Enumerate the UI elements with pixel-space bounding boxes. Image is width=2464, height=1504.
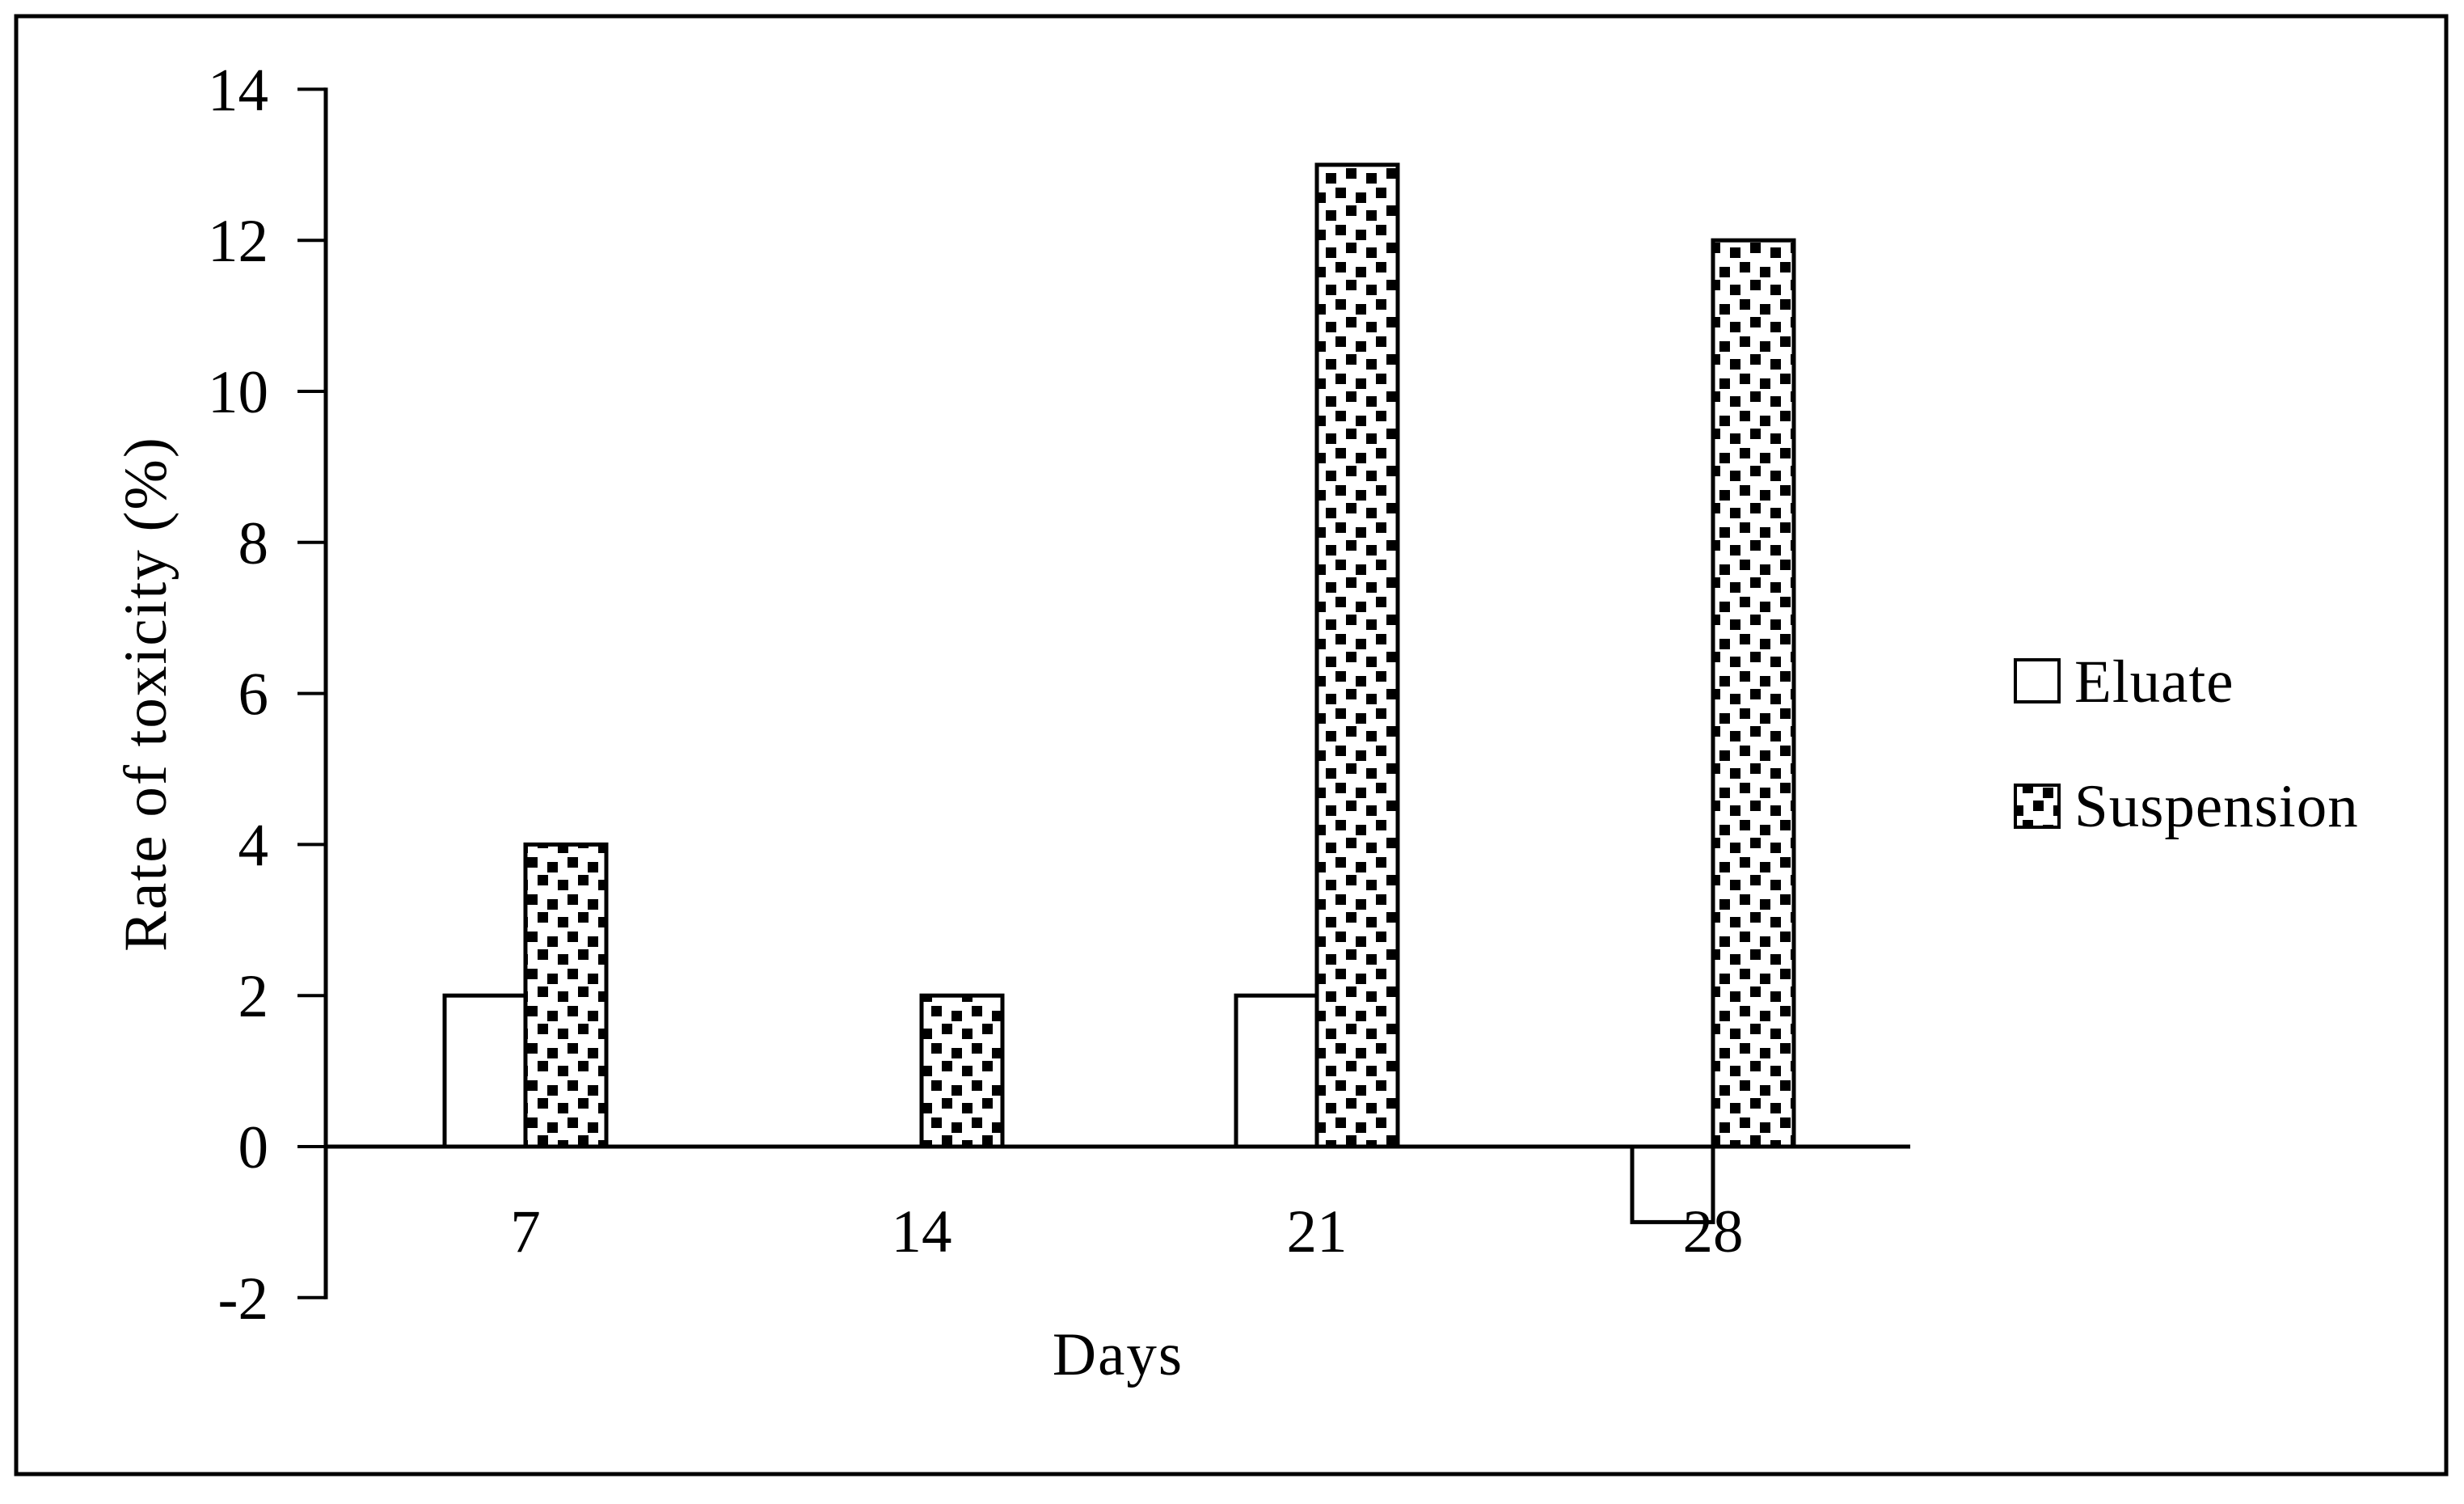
bar-eluate-day-28 xyxy=(1630,1144,1715,1224)
legend-swatch-eluate xyxy=(2014,658,2061,703)
legend-label-suspension: Suspension xyxy=(2074,773,2359,840)
bar-eluate-day-7 xyxy=(442,993,528,1149)
legend-label-eluate: Eluate xyxy=(2074,648,2234,716)
y-tick-label--2: -2 xyxy=(218,1265,268,1333)
x-tick-label-28: 28 xyxy=(1683,1198,1744,1265)
bar-suspension-day-14 xyxy=(919,993,1005,1149)
bars-group xyxy=(442,163,1796,1224)
y-tick-label-14: 14 xyxy=(208,57,268,124)
legend: Eluate Suspension xyxy=(2014,648,2359,840)
y-tick-label-0: 0 xyxy=(238,1114,269,1181)
bar-suspension-day-21 xyxy=(1314,163,1400,1149)
y-tick-label-6: 6 xyxy=(238,661,269,729)
y-tick-label-12: 12 xyxy=(208,208,268,275)
y-tick-label-8: 8 xyxy=(238,510,269,577)
bar-suspension-day-28 xyxy=(1711,238,1796,1149)
y-tick-label-4: 4 xyxy=(238,812,269,879)
figure-border xyxy=(14,14,2449,1477)
legend-swatch-suspension xyxy=(2014,784,2061,829)
y-tick-label-10: 10 xyxy=(208,359,268,426)
y-tick-label-2: 2 xyxy=(238,963,269,1030)
bar-eluate-day-21 xyxy=(1234,993,1319,1149)
axes-group xyxy=(297,87,1910,1299)
tick-labels-group: 7 14 21 28 -2 0 2 4 6 8 10 12 14 xyxy=(208,57,1744,1332)
x-tick-label-14: 14 xyxy=(892,1198,952,1265)
bar-suspension-day-7 xyxy=(523,842,609,1149)
x-tick-label-7: 7 xyxy=(510,1198,541,1265)
x-tick-label-21: 21 xyxy=(1287,1198,1348,1265)
y-axis-title: Rate of toxicity (%) xyxy=(112,436,179,952)
x-axis-title: Days xyxy=(1053,1321,1183,1388)
